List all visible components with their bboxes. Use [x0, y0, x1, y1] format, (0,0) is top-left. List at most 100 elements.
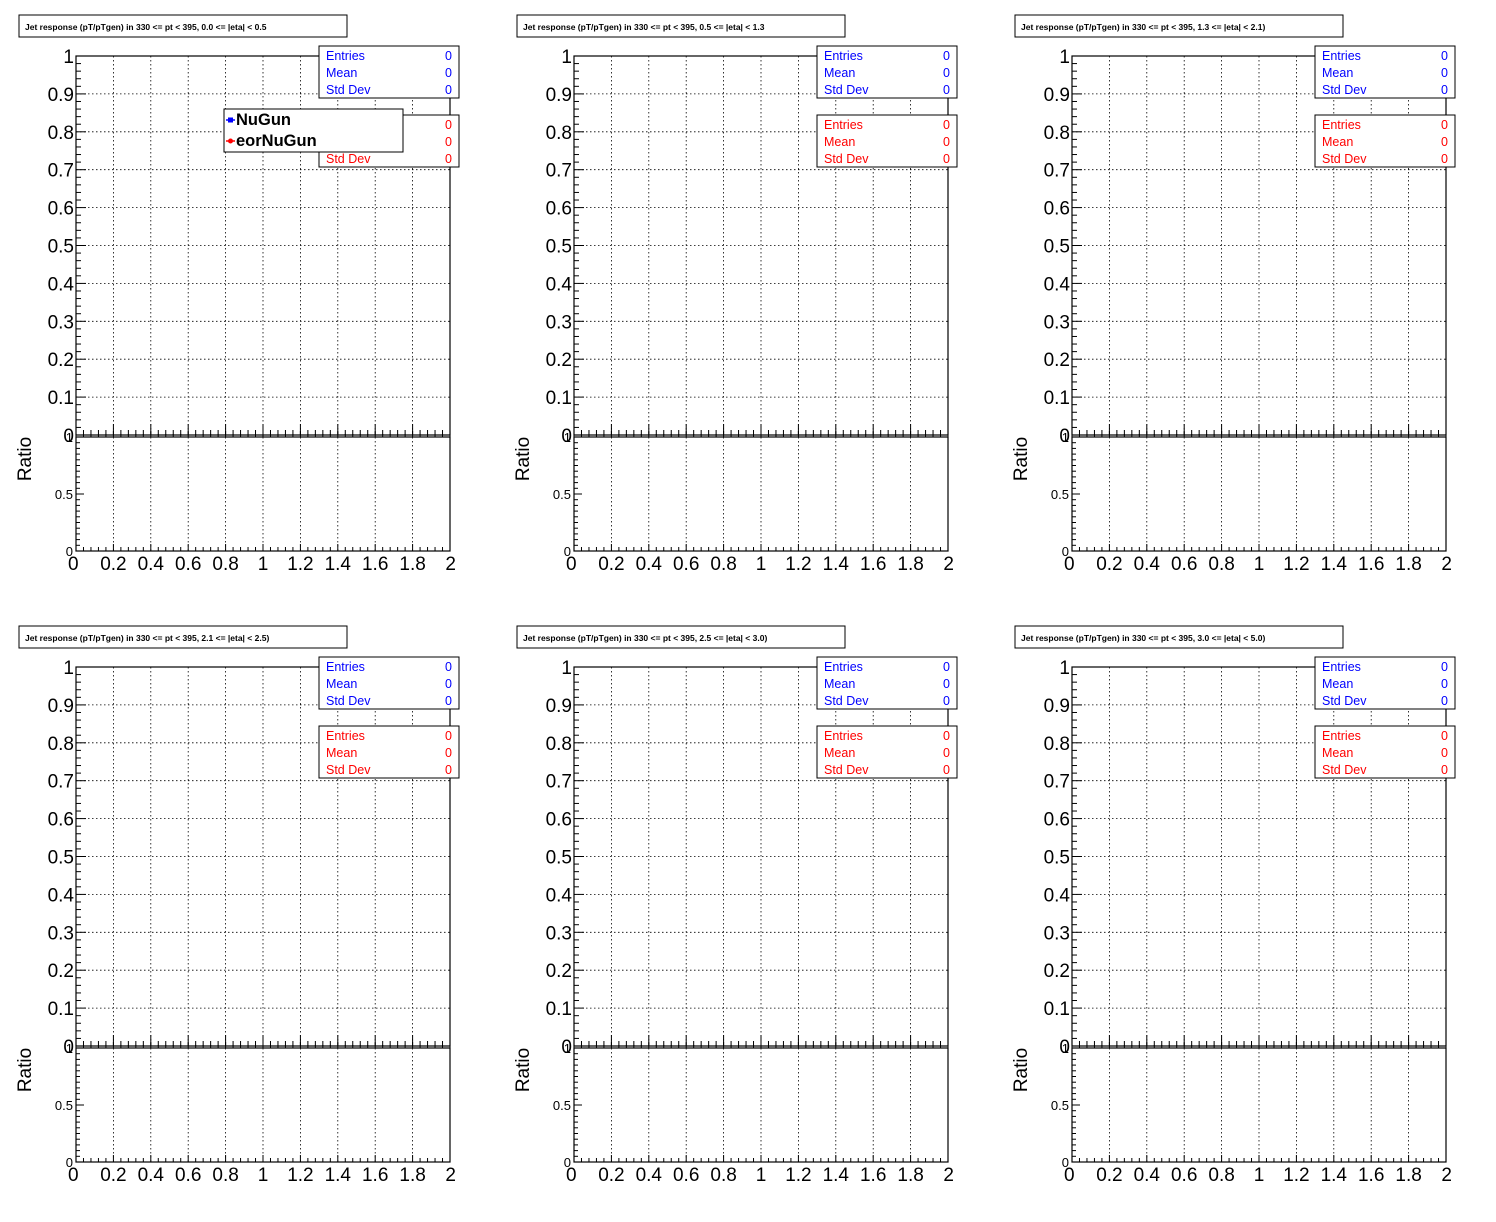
stat-label: Mean	[824, 66, 855, 80]
x-tick-label: 1.4	[325, 1165, 352, 1186]
chart-panel-2: Jet response (pT/pTgen) in 330 <= pt < 3…	[513, 14, 958, 575]
y-tick-label: 0.2	[1044, 961, 1070, 982]
stat-label: Std Dev	[326, 694, 371, 708]
title-box	[516, 625, 846, 649]
x-tick-label: 1.2	[287, 1165, 313, 1186]
stat-box-frame	[318, 725, 460, 779]
legend-entry: eorNuGun	[236, 132, 317, 150]
ratio-tick-label: 0.5	[55, 1098, 73, 1113]
y-tick-label: 0.2	[546, 350, 572, 371]
chart-title: Jet response (pT/pTgen) in 330 <= pt < 3…	[523, 633, 767, 643]
stat-box-1: Entries 0 Mean 0 Std Dev 0	[1314, 45, 1456, 99]
stat-label: Entries	[824, 49, 863, 63]
grid-lines	[1072, 56, 1446, 551]
stat-box-2: Entries 0 Mean 0 Std Dev 0	[1314, 725, 1456, 779]
y-tick-label: 0.8	[1044, 123, 1070, 144]
stat-value: 0	[445, 135, 452, 149]
stat-box-frame	[1314, 45, 1456, 99]
x-tick-label: 0.2	[598, 1165, 624, 1186]
stat-label: Entries	[326, 660, 365, 674]
x-tick-label: 1.4	[823, 554, 850, 575]
stat-label: Mean	[1322, 677, 1353, 691]
tick-marks	[573, 55, 949, 552]
stat-box-frame	[1314, 725, 1456, 779]
stat-value: 0	[943, 694, 950, 708]
title-box	[18, 14, 348, 38]
y-tick-label: 0.5	[48, 237, 74, 258]
y-tick-label: 0.9	[48, 85, 74, 106]
chart-panel-4: Jet response (pT/pTgen) in 330 <= pt < 3…	[15, 625, 460, 1186]
chart-panel-1: Jet response (pT/pTgen) in 330 <= pt < 3…	[15, 14, 460, 575]
x-tick-label: 0.6	[1171, 554, 1197, 575]
stat-value: 0	[943, 763, 950, 777]
y-tick-label: 0.6	[48, 199, 74, 220]
x-tick-label: 0.6	[673, 554, 699, 575]
stat-label: Mean	[326, 66, 357, 80]
ratio-axis-label: Ratio	[1011, 1048, 1032, 1092]
y-tick-label: 0.3	[1044, 312, 1070, 333]
x-tick-label: 1.6	[860, 1165, 886, 1186]
ratio-axis-label: Ratio	[513, 1048, 534, 1092]
ratio-tick-label: 0	[66, 1155, 73, 1170]
y-tick-label: 0.7	[48, 161, 74, 182]
x-tick-label: 1.4	[823, 1165, 850, 1186]
ratio-tick-label: 0	[1062, 1155, 1069, 1170]
x-tick-label: 1.8	[1395, 554, 1421, 575]
y-tick-label: 0	[63, 426, 74, 447]
tick-marks	[573, 666, 949, 1163]
ratio-tick-label: 1	[66, 1041, 73, 1056]
x-tick-label: 1.2	[287, 554, 313, 575]
y-tick-label: 0	[1059, 1037, 1070, 1058]
stat-box-1: Entries 0 Mean 0 Std Dev 0	[318, 656, 460, 710]
x-tick-label: 0.6	[673, 1165, 699, 1186]
y-tick-label: 0.3	[48, 312, 74, 333]
stat-label: Std Dev	[824, 763, 869, 777]
stat-value: 0	[943, 152, 950, 166]
y-tick-label: 0	[561, 1037, 572, 1058]
x-tick-label: 1.6	[1358, 1165, 1384, 1186]
y-tick-label: 0.4	[1044, 274, 1071, 295]
y-tick-label: 0	[561, 426, 572, 447]
y-tick-label: 0.9	[546, 696, 572, 717]
y-tick-label: 0.3	[546, 923, 572, 944]
chart-panel-5: Jet response (pT/pTgen) in 330 <= pt < 3…	[513, 625, 958, 1186]
x-tick-label: 1.8	[897, 554, 923, 575]
ratio-tick-label: 1	[564, 430, 571, 445]
x-tick-label: 0	[1064, 1165, 1075, 1186]
x-tick-label: 2	[943, 1165, 954, 1186]
ratio-tick-label: 1	[1062, 430, 1069, 445]
y-tick-label: 0.8	[1044, 734, 1070, 755]
chart-title: Jet response (pT/pTgen) in 330 <= pt < 3…	[25, 633, 269, 643]
x-tick-label: 1.2	[785, 1165, 811, 1186]
y-tick-label: 0.7	[546, 161, 572, 182]
y-tick-label: 1	[1059, 658, 1070, 679]
ratio-tick-label: 0	[1062, 544, 1069, 559]
x-tick-label: 1.4	[325, 554, 352, 575]
x-tick-label: 1.6	[1358, 554, 1384, 575]
stat-label: Mean	[326, 677, 357, 691]
stat-value: 0	[445, 83, 452, 97]
grid-lines	[574, 667, 948, 1162]
y-tick-label: 0.7	[48, 772, 74, 793]
tick-marks	[75, 666, 451, 1163]
y-tick-label: 1	[561, 47, 572, 68]
y-tick-label: 0.4	[546, 885, 573, 906]
y-tick-label: 0.6	[1044, 199, 1070, 220]
y-tick-label: 0.9	[1044, 85, 1070, 106]
stat-box-frame	[318, 45, 460, 99]
stat-box-frame	[1314, 656, 1456, 710]
y-tick-label: 0.1	[48, 388, 74, 409]
stat-value: 0	[943, 135, 950, 149]
stat-value: 0	[1441, 66, 1448, 80]
x-tick-label: 1	[756, 1165, 767, 1186]
title-box	[1014, 14, 1344, 38]
stat-value: 0	[943, 729, 950, 743]
stat-box-1: Entries 0 Mean 0 Std Dev 0	[318, 45, 460, 99]
ratio-tick-label: 0.5	[553, 487, 571, 502]
x-tick-label: 0.8	[710, 554, 736, 575]
stat-value: 0	[445, 66, 452, 80]
stat-box-frame	[1314, 114, 1456, 168]
ratio-tick-label: 1	[66, 430, 73, 445]
grid-lines	[574, 56, 948, 551]
